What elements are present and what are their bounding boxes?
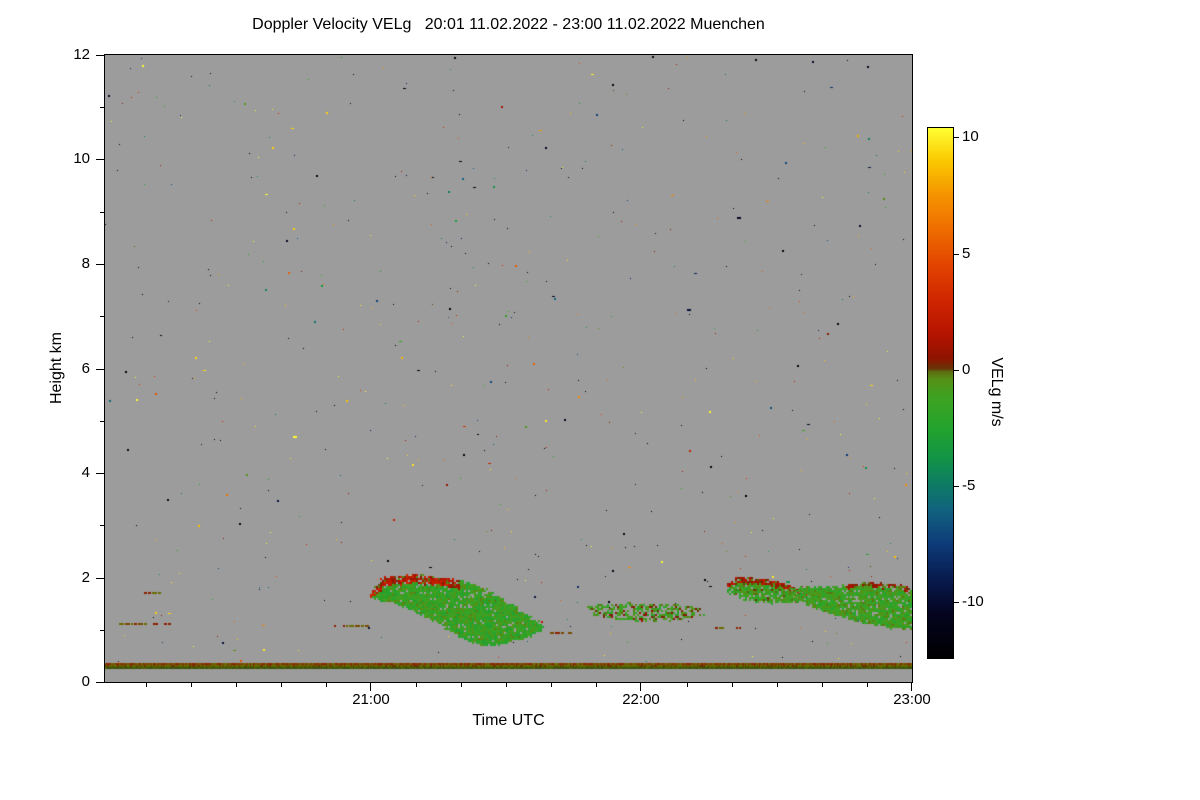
- x-axis-minor-tick: [236, 683, 237, 687]
- colorbar-canvas: [928, 128, 953, 658]
- colorbar-tick: [954, 254, 959, 255]
- x-axis-minor-tick: [416, 683, 417, 687]
- y-tick-label: 12: [73, 46, 90, 63]
- x-axis-minor-tick: [867, 683, 868, 687]
- y-axis-major-tick: [96, 159, 104, 160]
- y-axis-major-tick: [96, 264, 104, 265]
- x-tick-label: 22:00: [622, 691, 660, 708]
- y-axis-minor-tick: [100, 212, 104, 213]
- y-axis-major-tick: [96, 369, 104, 370]
- y-tick-label: 6: [81, 360, 90, 377]
- y-axis-minor-tick: [100, 316, 104, 317]
- x-tick-label: 21:00: [352, 691, 390, 708]
- y-tick-label: 8: [81, 255, 90, 272]
- x-axis-minor-tick: [777, 683, 778, 687]
- y-axis-major-tick: [96, 55, 104, 56]
- colorbar-tick-label: 10: [962, 128, 979, 145]
- heatmap-canvas: [105, 55, 912, 682]
- colorbar-tick-label: 5: [962, 245, 971, 262]
- colorbar-tick-label: -10: [962, 593, 984, 610]
- colorbar-frame: [927, 127, 954, 659]
- y-axis-major-tick: [96, 473, 104, 474]
- y-tick-label: 10: [73, 150, 90, 167]
- y-tick-label: 2: [81, 569, 90, 586]
- colorbar-tick-label: 0: [962, 361, 971, 378]
- y-tick-label: 0: [81, 673, 90, 690]
- colorbar-tick: [954, 370, 959, 371]
- y-tick-label: 4: [81, 464, 90, 481]
- x-axis-minor-tick: [146, 683, 147, 687]
- plot-frame: [104, 54, 913, 683]
- colorbar-tick: [954, 137, 959, 138]
- x-axis-label: Time UTC: [472, 712, 545, 729]
- y-axis-minor-tick: [100, 630, 104, 631]
- x-axis-major-tick: [640, 683, 641, 691]
- x-axis-minor-tick: [596, 683, 597, 687]
- x-axis-minor-tick: [822, 683, 823, 687]
- colorbar-tick: [954, 486, 959, 487]
- x-axis-minor-tick: [732, 683, 733, 687]
- x-axis-minor-tick: [326, 683, 327, 687]
- x-axis-minor-tick: [191, 683, 192, 687]
- x-axis-minor-tick: [461, 683, 462, 687]
- y-axis-minor-tick: [100, 107, 104, 108]
- x-axis-minor-tick: [687, 683, 688, 687]
- y-axis-major-tick: [96, 682, 104, 683]
- x-axis-major-tick: [370, 683, 371, 691]
- x-tick-label: 23:00: [893, 691, 931, 708]
- colorbar-tick-label: -5: [962, 477, 976, 494]
- colorbar-tick: [954, 602, 959, 603]
- page-title: Doppler Velocity VELg 20:01 11.02.2022 -…: [252, 16, 765, 33]
- y-axis-minor-tick: [100, 421, 104, 422]
- y-axis-major-tick: [96, 578, 104, 579]
- x-axis-minor-tick: [551, 683, 552, 687]
- x-axis-major-tick: [911, 683, 912, 691]
- x-axis-minor-tick: [506, 683, 507, 687]
- x-axis-minor-tick: [281, 683, 282, 687]
- y-axis-minor-tick: [100, 525, 104, 526]
